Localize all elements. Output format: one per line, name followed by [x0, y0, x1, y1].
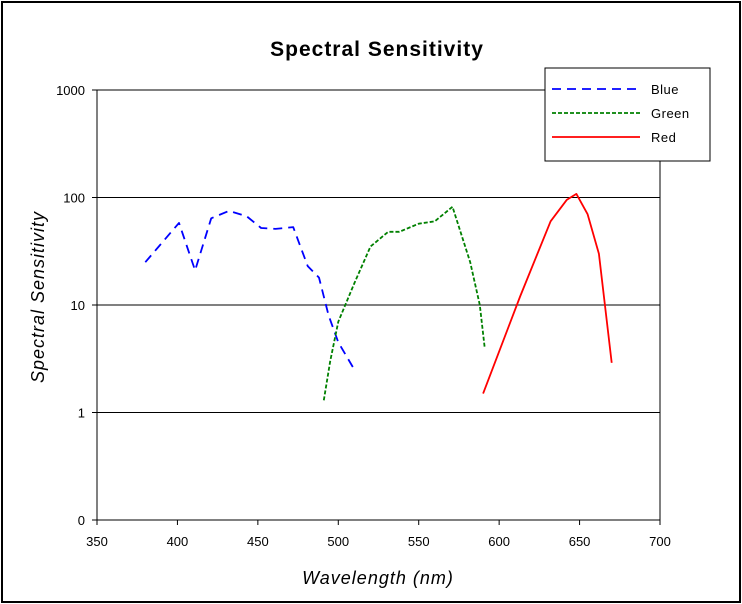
x-tick-label-600: 600 — [488, 534, 510, 549]
x-tick-label-550: 550 — [408, 534, 430, 549]
legend-label-red: Red — [651, 130, 676, 145]
legend-items: Blue Green Red — [552, 82, 690, 145]
series-line-green — [322, 205, 486, 401]
y-tick-label-10: 10 — [71, 298, 85, 313]
x-tick-label-500: 500 — [327, 534, 349, 549]
x-tick-label-400: 400 — [167, 534, 189, 549]
x-tick-label-650: 650 — [569, 534, 591, 549]
x-tick-label-450: 450 — [247, 534, 269, 549]
grid-lines — [97, 197, 660, 413]
y-tick-label-1: 1 — [78, 406, 85, 421]
legend-box — [544, 67, 711, 162]
legend-label-blue: Blue — [651, 82, 679, 97]
y-axis-title: Spectral Sensitivity — [28, 211, 48, 383]
y-tick-label-100: 100 — [63, 191, 85, 206]
x-axis-ticks: 350 400 450 500 550 600 650 700 — [86, 520, 671, 549]
x-tick-label-350: 350 — [86, 534, 108, 549]
x-tick-label-700: 700 — [649, 534, 671, 549]
series-line-red — [482, 192, 613, 394]
y-tick-label-0: 0 — [78, 513, 85, 528]
y-axis-ticks: 0 1 10 100 1000 — [56, 83, 97, 528]
legend: Blue Green Red — [544, 67, 711, 162]
series-lines — [144, 192, 613, 401]
x-axis-title: Wavelength (nm) — [302, 568, 454, 588]
y-tick-label-1000: 1000 — [56, 83, 85, 98]
legend-label-green: Green — [651, 106, 690, 121]
series-line-blue — [144, 209, 356, 371]
chart-title: Spectral Sensitivity — [270, 38, 484, 61]
